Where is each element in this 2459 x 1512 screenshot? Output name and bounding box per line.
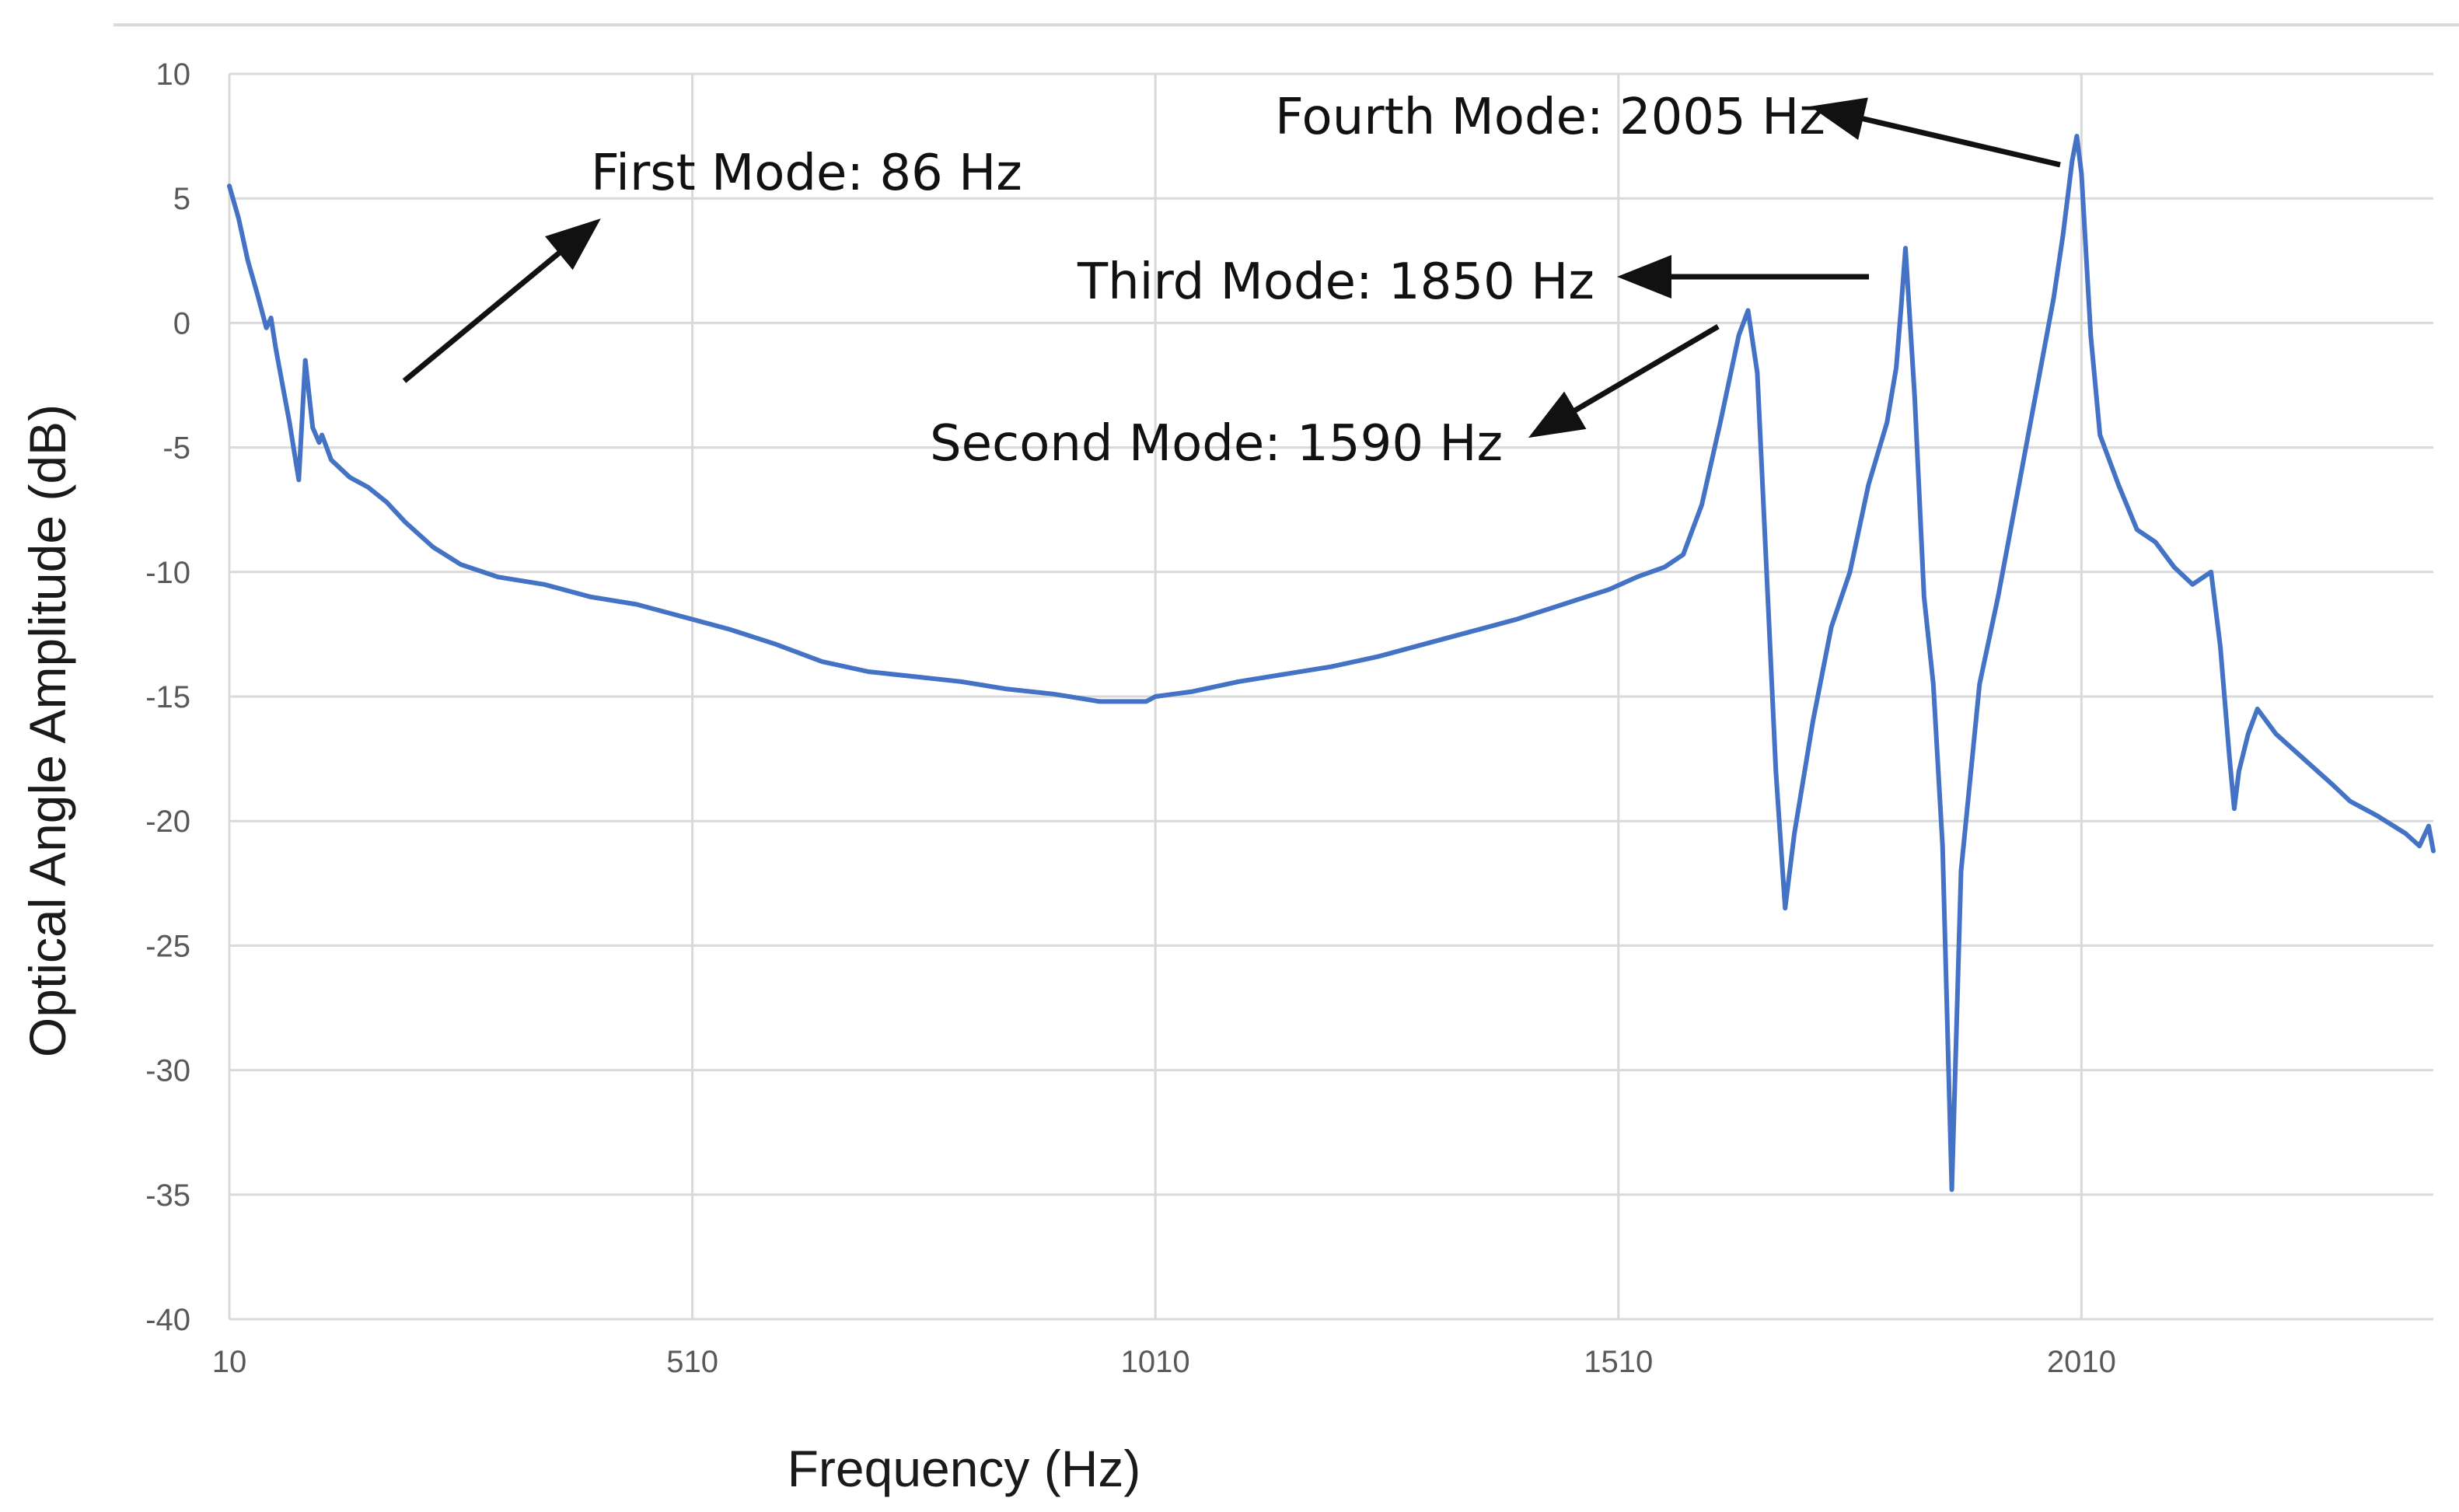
y-tick-label: 0 (173, 306, 190, 340)
y-tick-label: -5 (162, 431, 190, 466)
y-tick-labels: 10 5 0 -5 -10 -15 -20 -25 -30 -35 -40 (145, 58, 190, 1337)
third-mode-label: Third Mode: 1850 Hz (1077, 253, 1595, 311)
y-tick-label: -15 (145, 680, 190, 714)
first-mode-arrow (402, 218, 601, 383)
second-mode-label: Second Mode: 1590 Hz (930, 415, 1503, 473)
y-tick-label: -20 (145, 805, 190, 839)
y-tick-label: -40 (145, 1303, 190, 1337)
first-mode-label: First Mode: 86 Hz (591, 145, 1022, 202)
y-tick-label: -30 (145, 1054, 190, 1088)
grid (228, 72, 2433, 1321)
x-tick-labels: 10 510 1010 1510 2010 (212, 1345, 2116, 1379)
y-tick-label: -25 (145, 929, 190, 963)
x-axis-title: Frequency (Hz) (788, 1440, 1141, 1497)
series-line (227, 134, 2436, 1192)
x-tick-label: 2010 (2047, 1345, 2116, 1379)
y-axis-title: Optical Angle Amplitude (dB) (19, 404, 76, 1057)
x-tick-label: 1010 (1121, 1345, 1190, 1379)
y-tick-label: 10 (156, 58, 191, 92)
y-tick-label: -10 (145, 556, 190, 590)
fourth-mode-arrow (1810, 97, 2061, 168)
y-tick-label: 5 (173, 182, 190, 216)
x-tick-label: 510 (666, 1345, 718, 1379)
second-mode-arrow (1528, 323, 1720, 438)
fourth-mode-label: Fourth Mode: 2005 Hz (1275, 89, 1825, 146)
x-tick-label: 10 (212, 1345, 247, 1379)
y-tick-label: -35 (145, 1179, 190, 1213)
x-tick-label: 1510 (1584, 1345, 1653, 1379)
